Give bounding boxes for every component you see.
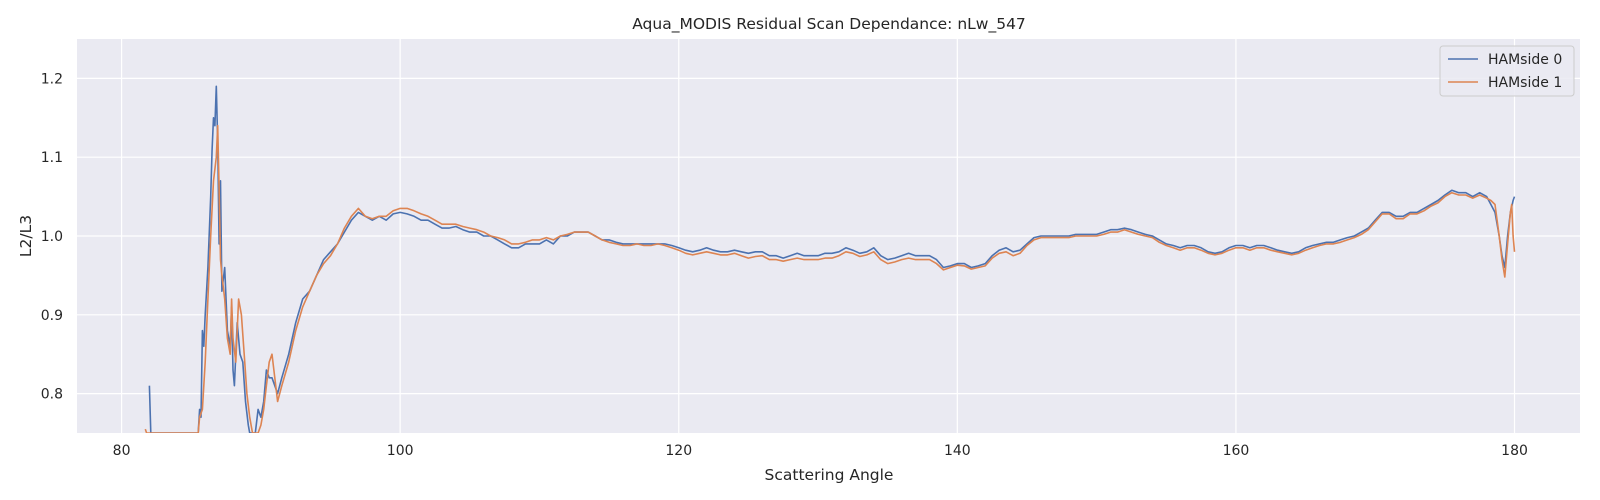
series-lines [144,85,1516,433]
series-line-hamside-0 [148,85,1516,433]
chart-title: Aqua_MODIS Residual Scan Dependance: nLw… [632,15,1026,34]
grid-lines [77,39,1580,433]
y-tick-label: 1.1 [41,150,63,166]
y-tick-label: 0.9 [41,308,63,324]
series-line-hamside-1 [144,124,1516,433]
x-tick-label: 100 [387,443,414,459]
y-tick-label: 1.2 [41,71,63,87]
y-tick-label: 0.8 [41,387,63,403]
x-tick-label: 180 [1501,443,1528,459]
x-tick-label: 160 [1223,443,1250,459]
x-tick-label: 80 [113,443,131,459]
y-tick-label: 1.0 [41,229,63,245]
x-tick-label: 140 [944,443,971,459]
x-tick-label: 120 [665,443,692,459]
y-axis-title: L2/L3 [17,215,35,257]
tick-labels: 80 100 120 140 160 180 0.8 0.9 1.0 1.1 1.2 [41,71,1528,459]
x-axis-title: Scattering Angle [765,466,894,484]
legend-label-hamside-1: HAMside 1 [1488,75,1562,91]
legend: HAMside 0 HAMside 1 [1439,45,1575,97]
legend-label-hamside-0: HAMside 0 [1488,52,1562,68]
